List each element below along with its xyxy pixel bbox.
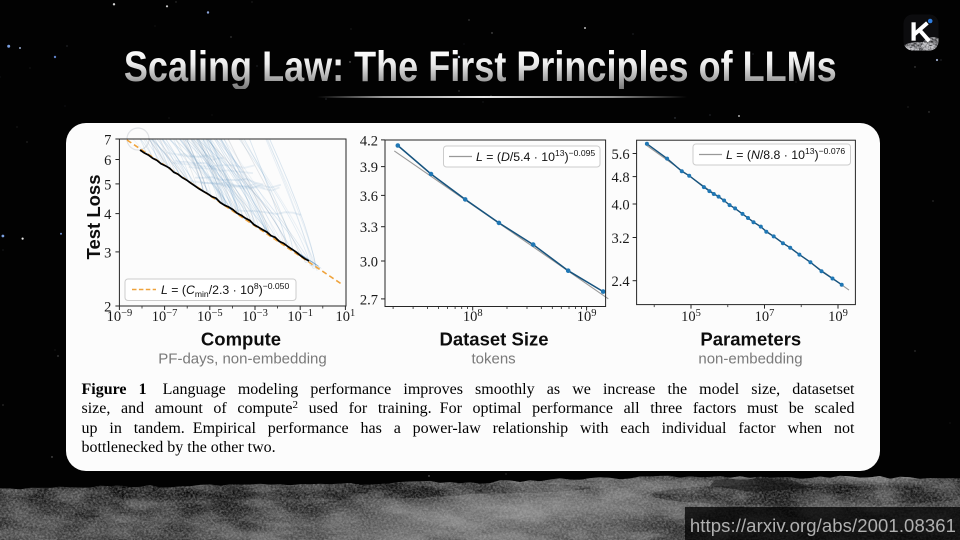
svg-text:10−3: 10−3	[242, 308, 268, 325]
svg-text:Dataset Size: Dataset Size	[440, 329, 549, 350]
svg-text:101: 101	[336, 308, 356, 325]
svg-text:Compute: Compute	[201, 329, 281, 350]
svg-text:non-embedding: non-embedding	[698, 351, 802, 368]
svg-text:3.3: 3.3	[360, 220, 378, 236]
svg-text:4.8: 4.8	[611, 170, 629, 186]
svg-text:5.6: 5.6	[611, 147, 629, 163]
svg-text:4.0: 4.0	[611, 198, 629, 214]
svg-text:L = (N/8.8 · 1013)−0.076: L = (N/8.8 · 1013)−0.076	[726, 146, 845, 162]
svg-text:4.2: 4.2	[360, 133, 378, 149]
svg-text:6: 6	[104, 153, 111, 169]
svg-text:3.9: 3.9	[360, 160, 378, 176]
svg-text:109: 109	[828, 308, 848, 325]
svg-text:10−1: 10−1	[287, 308, 313, 325]
svg-text:3.2: 3.2	[611, 231, 629, 247]
svg-text:2.7: 2.7	[360, 292, 378, 308]
svg-text:10−5: 10−5	[197, 308, 223, 325]
svg-text:Parameters: Parameters	[700, 329, 801, 350]
svg-text:PF-days, non-embedding: PF-days, non-embedding	[158, 351, 326, 368]
svg-text:7: 7	[104, 133, 111, 149]
svg-text:Test Loss: Test Loss	[83, 175, 104, 260]
svg-text:107: 107	[755, 308, 775, 325]
svg-text:10−9: 10−9	[107, 308, 133, 325]
svg-text:105: 105	[681, 308, 701, 325]
svg-text:3.6: 3.6	[360, 189, 378, 205]
svg-text:tokens: tokens	[471, 351, 515, 368]
svg-text:109: 109	[577, 308, 597, 325]
svg-text:L = (D/5.4 · 1013)−0.095: L = (D/5.4 · 1013)−0.095	[476, 148, 595, 164]
svg-text:4: 4	[104, 207, 112, 223]
svg-text:108: 108	[463, 308, 483, 325]
svg-text:2.4: 2.4	[611, 274, 630, 290]
svg-text:3.0: 3.0	[360, 255, 378, 271]
svg-text:5: 5	[104, 177, 111, 193]
svg-text:3: 3	[104, 245, 111, 261]
svg-text:2: 2	[104, 300, 111, 316]
svg-text:10−7: 10−7	[152, 308, 178, 325]
